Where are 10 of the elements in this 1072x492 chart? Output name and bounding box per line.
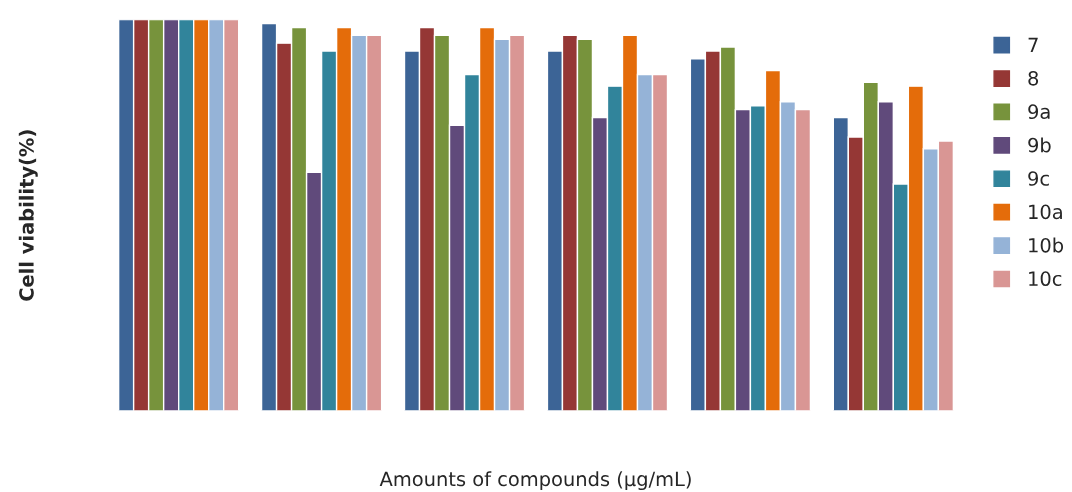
legend-label: 7 — [1028, 37, 1038, 52]
legend-label: 10b — [1029, 237, 1064, 253]
x-axis-title: Amounts of compounds (μg/mL) — [379, 471, 691, 491]
legend-label: 10c — [1029, 271, 1062, 287]
legend-label: 9a — [1028, 104, 1050, 120]
legend-label: 9c — [1028, 171, 1049, 186]
legend-label: 10a — [1029, 204, 1062, 220]
legend-label: 9b — [1028, 137, 1051, 153]
y-axis-title: Cell viability(%) — [18, 130, 38, 301]
legend-label: 8 — [1028, 70, 1039, 86]
